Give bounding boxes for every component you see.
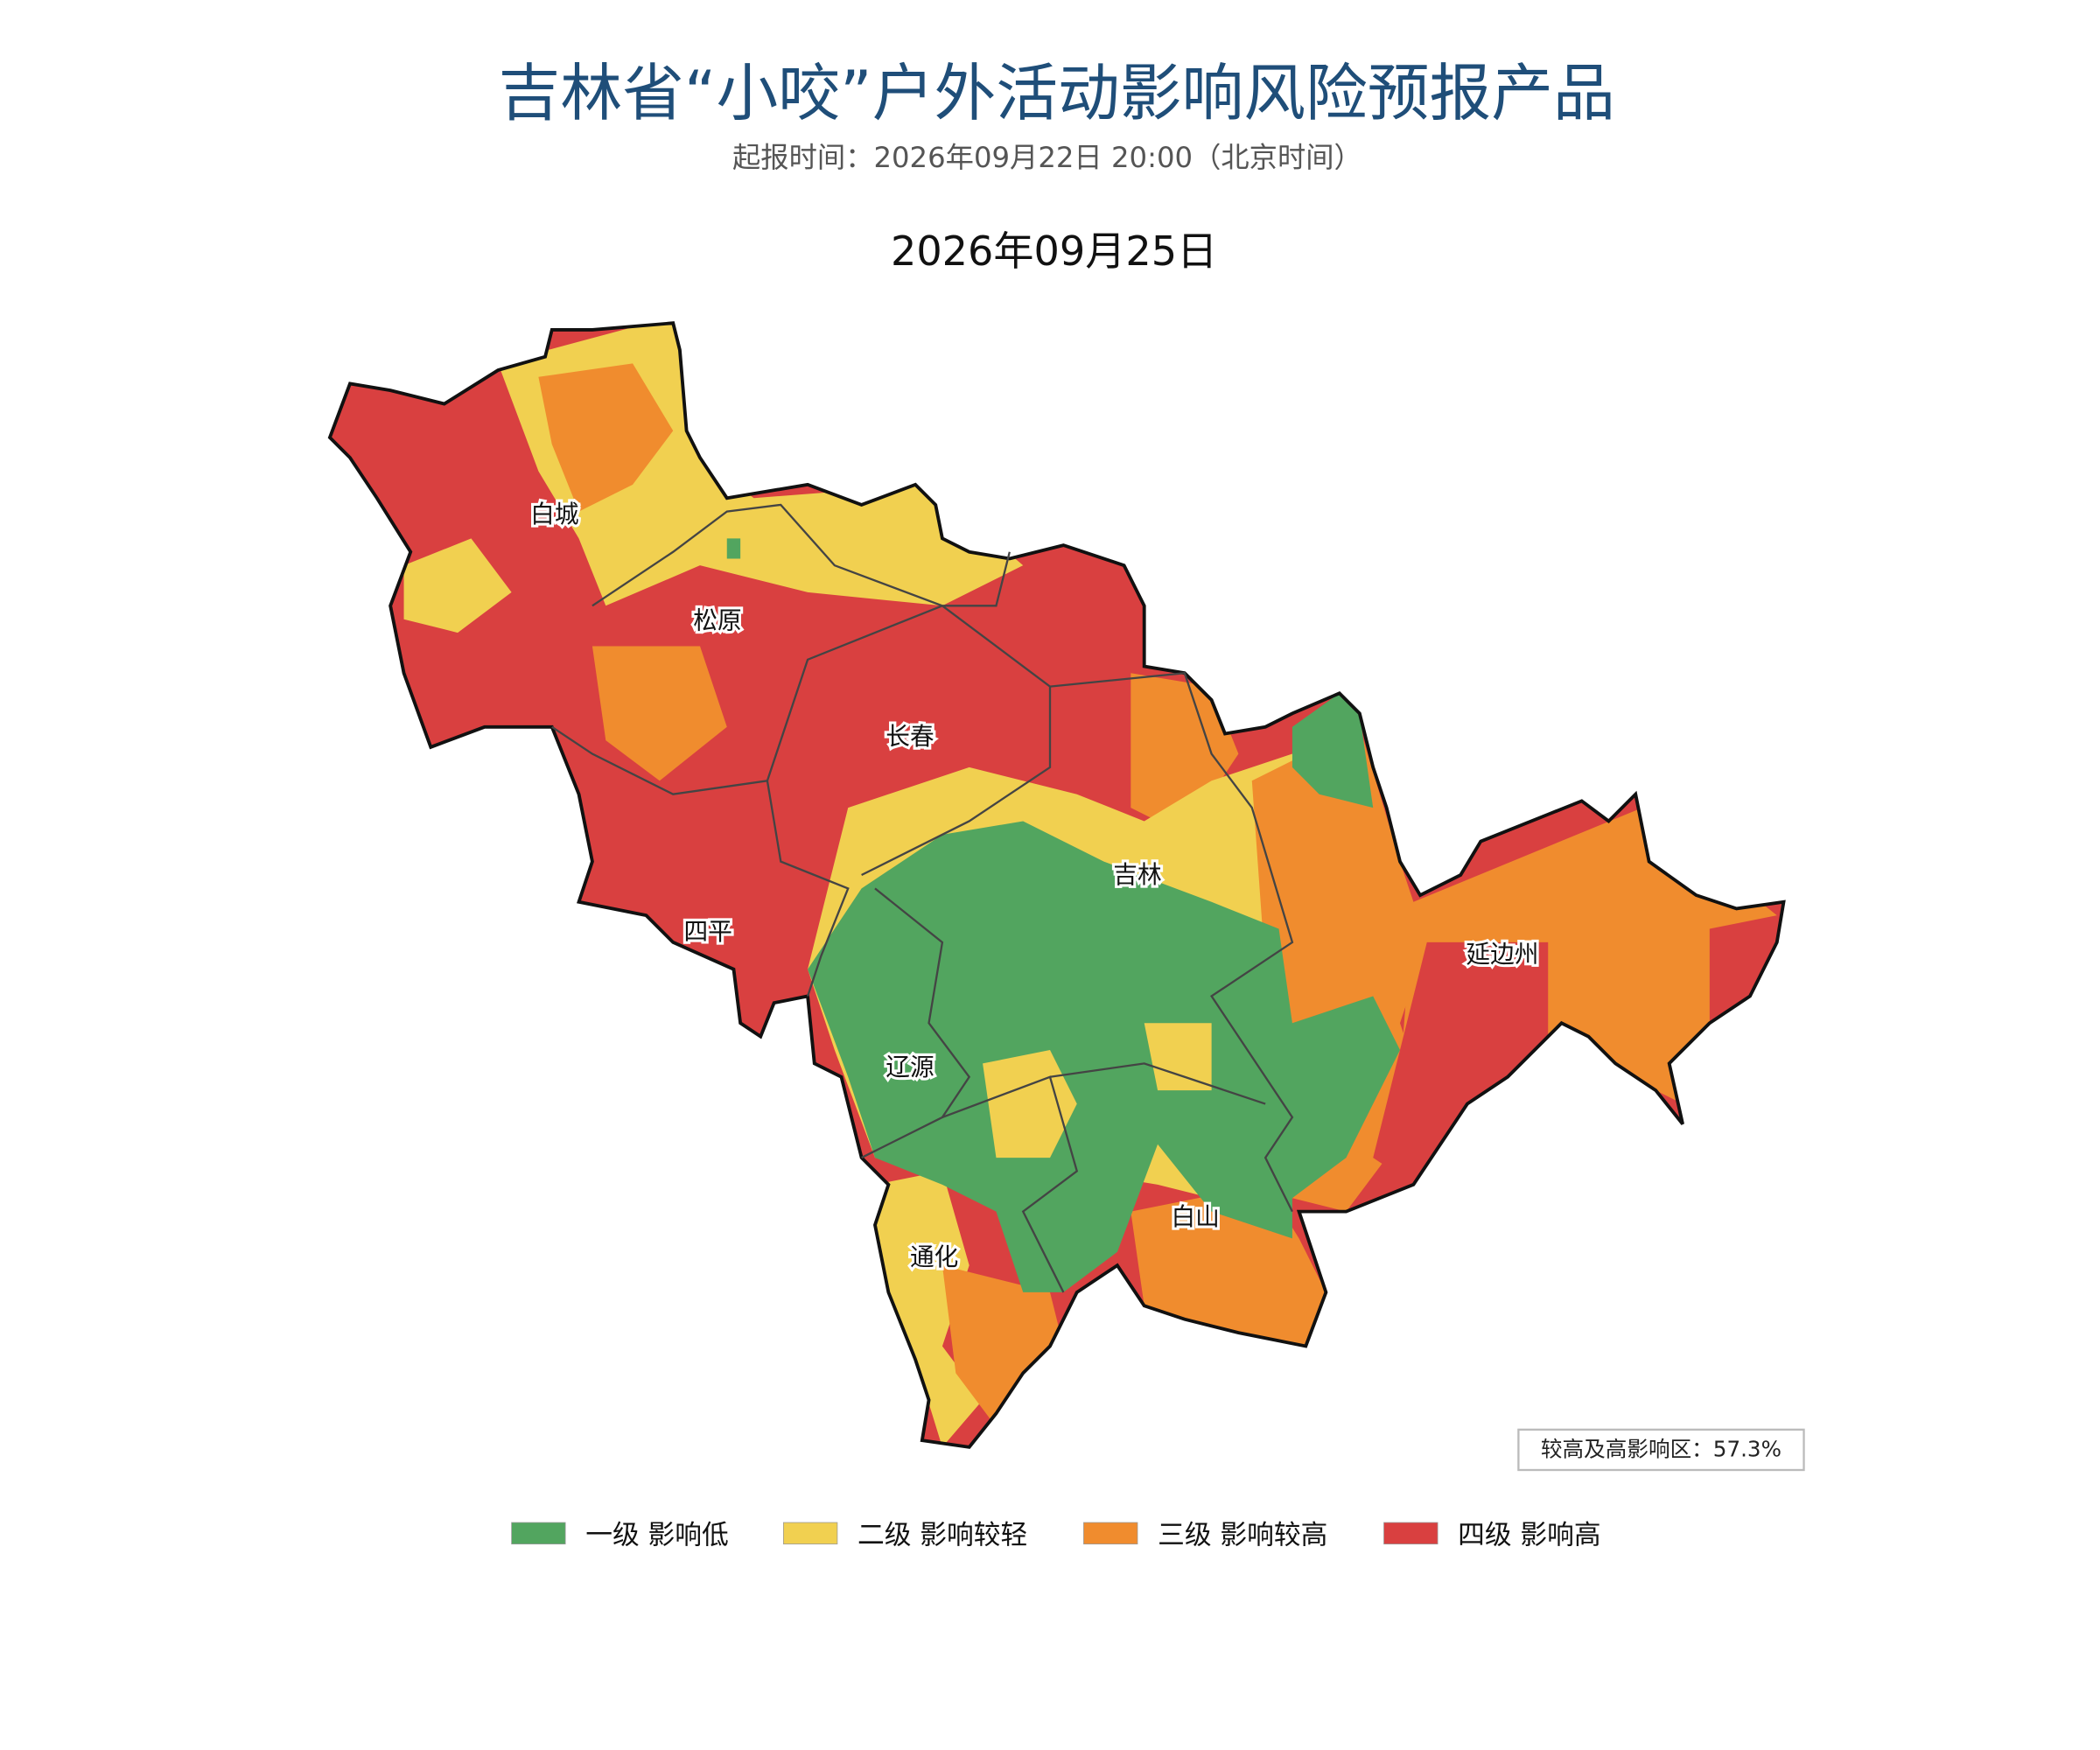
border (1049, 671, 1294, 1213)
legend-swatch (1083, 1522, 1138, 1544)
risk-zone (942, 1265, 1064, 1427)
risk-zone (403, 538, 512, 634)
city-label: 辽源 (886, 1053, 934, 1082)
city-label: 白山 (1171, 1202, 1219, 1231)
province-outline (327, 321, 1786, 1449)
stat-text: 较高及高影响区：57.3% (1541, 1437, 1782, 1462)
risk-zone (592, 646, 727, 781)
risk-zone (808, 821, 1400, 1292)
subtitle: 起报时间：2026年09月22日 20:00（北京时间） (732, 141, 1362, 174)
legend-label: 一级 影响低 (585, 1520, 729, 1551)
legend-label: 四级 影响高 (1458, 1520, 1601, 1551)
border (861, 605, 1052, 877)
legend-swatch (511, 1522, 566, 1544)
city-label: 长春 (886, 722, 934, 751)
risk-zone (1373, 942, 1549, 1185)
city-label: 延边州 (1466, 940, 1538, 969)
risk-zone (1709, 915, 1777, 1024)
border (1049, 1062, 1266, 1105)
risk-zone (538, 363, 674, 512)
risk-zone (1144, 1023, 1212, 1091)
risk-zone (726, 538, 741, 559)
city-label: 吉林 (1113, 860, 1161, 889)
border (942, 1075, 1079, 1293)
border (861, 887, 971, 1159)
risk-zone (1251, 726, 1427, 1212)
border (551, 605, 943, 795)
risk-zone (875, 1171, 984, 1447)
legend-swatch (783, 1522, 838, 1544)
map-date: 2026年09月25日 (891, 228, 1217, 275)
border (592, 503, 1011, 607)
legend-label: 二级 影响较轻 (858, 1520, 1027, 1551)
legend-label: 三级 影响较高 (1158, 1520, 1327, 1551)
risk-zone (1292, 693, 1374, 808)
city-label: 松原 (693, 606, 741, 634)
legend-swatch (1383, 1522, 1438, 1544)
title: 吉林省“小咬”户外活动影响风险预报产品 (499, 57, 1615, 130)
city-label: 四平 (684, 917, 732, 946)
stat-box (1517, 1428, 1805, 1472)
border (766, 780, 850, 997)
city-label: 白城 (530, 500, 578, 528)
city-borders (551, 503, 1294, 1293)
city-label: 通化 (910, 1242, 958, 1271)
